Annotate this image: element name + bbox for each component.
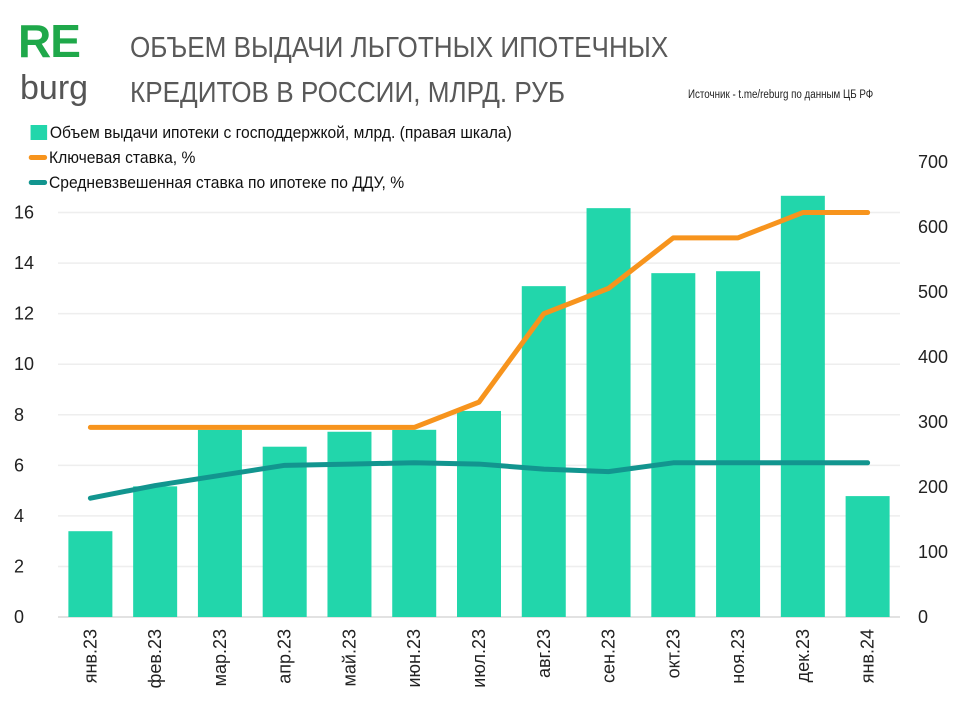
bar xyxy=(68,531,113,617)
legend-swatch-line xyxy=(28,180,48,185)
logo-burg: burg xyxy=(20,69,89,107)
left-tick-label: 2 xyxy=(14,556,24,576)
bar xyxy=(780,195,825,618)
x-tick-label: мар.23 xyxy=(210,629,230,686)
right-tick-label: 300 xyxy=(918,412,948,432)
chart-title: ОБЪЕМ ВЫДАЧИ ЛЬГОТНЫХ ИПОТЕЧНЫХ КРЕДИТОВ… xyxy=(130,26,668,116)
bar xyxy=(133,486,178,617)
bar xyxy=(457,410,501,617)
left-tick-label: 14 xyxy=(14,253,34,273)
legend-label: Объем выдачи ипотеки с господдержкой, мл… xyxy=(49,122,512,142)
x-tick-label: дек.23 xyxy=(793,629,813,682)
legend-item-key-rate: Ключевая ставка, % xyxy=(14,145,512,170)
x-tick-label: янв.23 xyxy=(80,629,100,683)
bar xyxy=(197,429,242,617)
x-tick-label: май.23 xyxy=(339,629,359,686)
legend-swatch-bar xyxy=(30,125,48,140)
right-tick-label: 600 xyxy=(918,217,948,237)
legend-label: Ключевая ставка, % xyxy=(48,147,196,167)
legend: Объем выдачи ипотеки с господдержкой, мл… xyxy=(14,120,555,195)
right-tick-label: 100 xyxy=(918,542,948,562)
left-tick-label: 6 xyxy=(14,455,24,475)
x-tick-label: июл.23 xyxy=(469,629,489,688)
title-line-2: КРЕДИТОВ В РОССИИ, МЛРД. РУБ xyxy=(130,77,565,109)
left-tick-label: 12 xyxy=(14,304,34,324)
legend-item-volume: Объем выдачи ипотеки с господдержкой, мл… xyxy=(14,120,512,145)
right-tick-label: 400 xyxy=(918,347,948,367)
x-tick-label: фев.23 xyxy=(145,629,165,688)
title-line-1: ОБЪЕМ ВЫДАЧИ ЛЬГОТНЫХ ИПОТЕЧНЫХ xyxy=(130,32,669,64)
legend-swatch-line xyxy=(28,155,48,160)
bar xyxy=(651,273,696,617)
right-tick-label: 500 xyxy=(918,282,948,302)
bar xyxy=(521,286,566,617)
x-tick-label: авг.23 xyxy=(534,629,554,678)
right-tick-label: 200 xyxy=(918,477,948,497)
legend-label: Средневзвешенная ставка по ипотеке по ДД… xyxy=(48,172,405,192)
left-tick-label: 16 xyxy=(14,203,34,223)
bar xyxy=(716,271,761,617)
bar xyxy=(262,446,307,617)
left-tick-label: 8 xyxy=(14,405,24,425)
x-tick-label: янв.24 xyxy=(858,629,878,683)
bar xyxy=(392,429,437,617)
bar xyxy=(327,431,372,617)
right-tick-label: 700 xyxy=(918,152,948,172)
x-tick-label: июн.23 xyxy=(404,629,424,688)
x-tick-label: окт.23 xyxy=(663,629,683,678)
x-tick-label: ноя.23 xyxy=(728,629,748,684)
logo-re: RE xyxy=(18,15,81,67)
left-tick-label: 10 xyxy=(14,354,34,374)
source-note: Источник - t.me/reburg по данным ЦБ РФ xyxy=(688,89,874,101)
x-tick-label: апр.23 xyxy=(275,629,295,684)
right-tick-label: 0 xyxy=(918,607,928,627)
bar xyxy=(586,208,631,617)
bar xyxy=(845,496,890,617)
left-tick-label: 0 xyxy=(14,607,24,627)
legend-item-mortgage-rate: Средневзвешенная ставка по ипотеке по ДД… xyxy=(14,170,512,195)
x-tick-label: сен.23 xyxy=(599,629,619,683)
left-tick-label: 4 xyxy=(14,506,24,526)
